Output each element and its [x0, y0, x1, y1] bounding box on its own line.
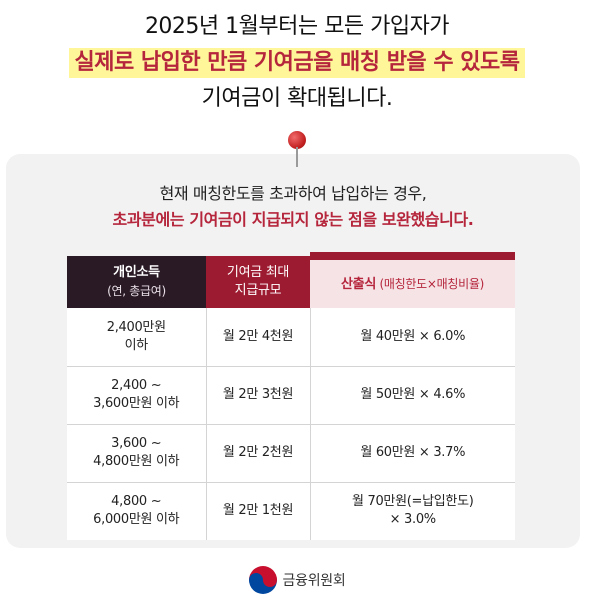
income-line2: 3,600만원 이하 [93, 396, 180, 411]
income-line1: 2,400 ~ [111, 378, 162, 393]
headline-highlight: 실제로 납입한 만큼 기여금을 매칭 받을 수 있도록 [68, 48, 526, 78]
calc-line1: 월 60만원 × 3.7% [360, 445, 466, 460]
header-income-sub: (연, 총급여) [107, 284, 166, 298]
cell-income: 2,400 ~ 3,600만원 이하 [67, 366, 207, 425]
cell-max: 월 2만 3천원 [206, 366, 311, 425]
org-name: 금융위원회 [282, 573, 346, 589]
income-line2: 이하 [124, 337, 149, 353]
cell-max: 월 2만 4천원 [206, 308, 311, 367]
header-calc-sub: (매칭한도×매칭비율) [376, 276, 485, 291]
income-line2: 6,000만원 이하 [93, 512, 180, 528]
cell-calc: 월 40만원 × 6.0% [310, 308, 515, 367]
card-subtitle: 현재 매칭한도를 초과하여 납입하는 경우, [159, 184, 427, 203]
cell-income: 3,600 ~ 4,800만원 이하 [67, 424, 207, 483]
header-max-line2: 지급규모 [234, 283, 282, 298]
header-max: 기여금 최대 지급규모 [206, 256, 310, 308]
cell-max: 월 2만 1천원 [206, 482, 311, 540]
cell-calc: 월 70만원(=납입한도) × 3.0% [310, 482, 515, 540]
pushpin-icon [286, 131, 308, 169]
calc-line2: × 3.0% [389, 512, 437, 528]
income-line1: 2,400만원 [106, 319, 166, 335]
table-header-row: 개인소득 (연, 총급여) 기여금 최대 지급규모 산출식 (매칭한도×매칭비율… [67, 252, 515, 308]
table-row: 2,400 ~ 3,600만원 이하 월 2만 3천원 월 50만원 × 4.6% [67, 366, 515, 425]
calc-line1: 월 50만원 × 4.6% [360, 387, 466, 402]
header-max-line1: 기여금 최대 [226, 265, 290, 280]
income-line2: 4,800만원 이하 [93, 454, 180, 469]
contribution-table: 개인소득 (연, 총급여) 기여금 최대 지급규모 산출식 (매칭한도×매칭비율… [67, 252, 515, 540]
header-calc: 산출식 (매칭한도×매칭비율) [310, 252, 515, 308]
calc-line1: 월 40만원 × 6.0% [360, 328, 466, 344]
header-calc-label: 산출식 [341, 276, 376, 292]
footer: 금융위원회 [0, 566, 594, 594]
calc-line1: 월 70만원(=납입한도) [351, 494, 474, 510]
income-line1: 4,800 ~ [111, 494, 162, 510]
headline-line-1: 2025년 1월부터는 모든 가입자가 [144, 14, 450, 39]
taegeuk-logo-icon [248, 566, 277, 594]
header-income-label: 개인소득 [113, 265, 160, 280]
cell-calc: 월 50만원 × 4.6% [310, 366, 515, 425]
table-row: 3,600 ~ 4,800만원 이하 월 2만 2천원 월 60만원 × 3.7% [67, 424, 515, 483]
headline: 2025년 1월부터는 모든 가입자가 실제로 납입한 만큼 기여금을 매칭 받… [0, 8, 594, 118]
card-subtitle-emphasis: 초과분에는 기여금이 지급되지 않는 점을 보완했습니다. [112, 210, 474, 229]
cell-income: 4,800 ~ 6,000만원 이하 [67, 482, 207, 540]
headline-line-3: 기여금이 확대됩니다. [201, 86, 393, 111]
income-line1: 3,600 ~ [111, 436, 162, 451]
table-row: 4,800 ~ 6,000만원 이하 월 2만 1천원 월 70만원(=납입한도)… [67, 482, 515, 540]
header-income: 개인소득 (연, 총급여) [67, 256, 206, 308]
cell-max: 월 2만 2천원 [206, 424, 311, 483]
cell-calc: 월 60만원 × 3.7% [310, 424, 515, 483]
